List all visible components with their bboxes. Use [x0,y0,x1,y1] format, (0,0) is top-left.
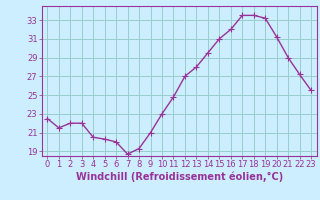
X-axis label: Windchill (Refroidissement éolien,°C): Windchill (Refroidissement éolien,°C) [76,172,283,182]
